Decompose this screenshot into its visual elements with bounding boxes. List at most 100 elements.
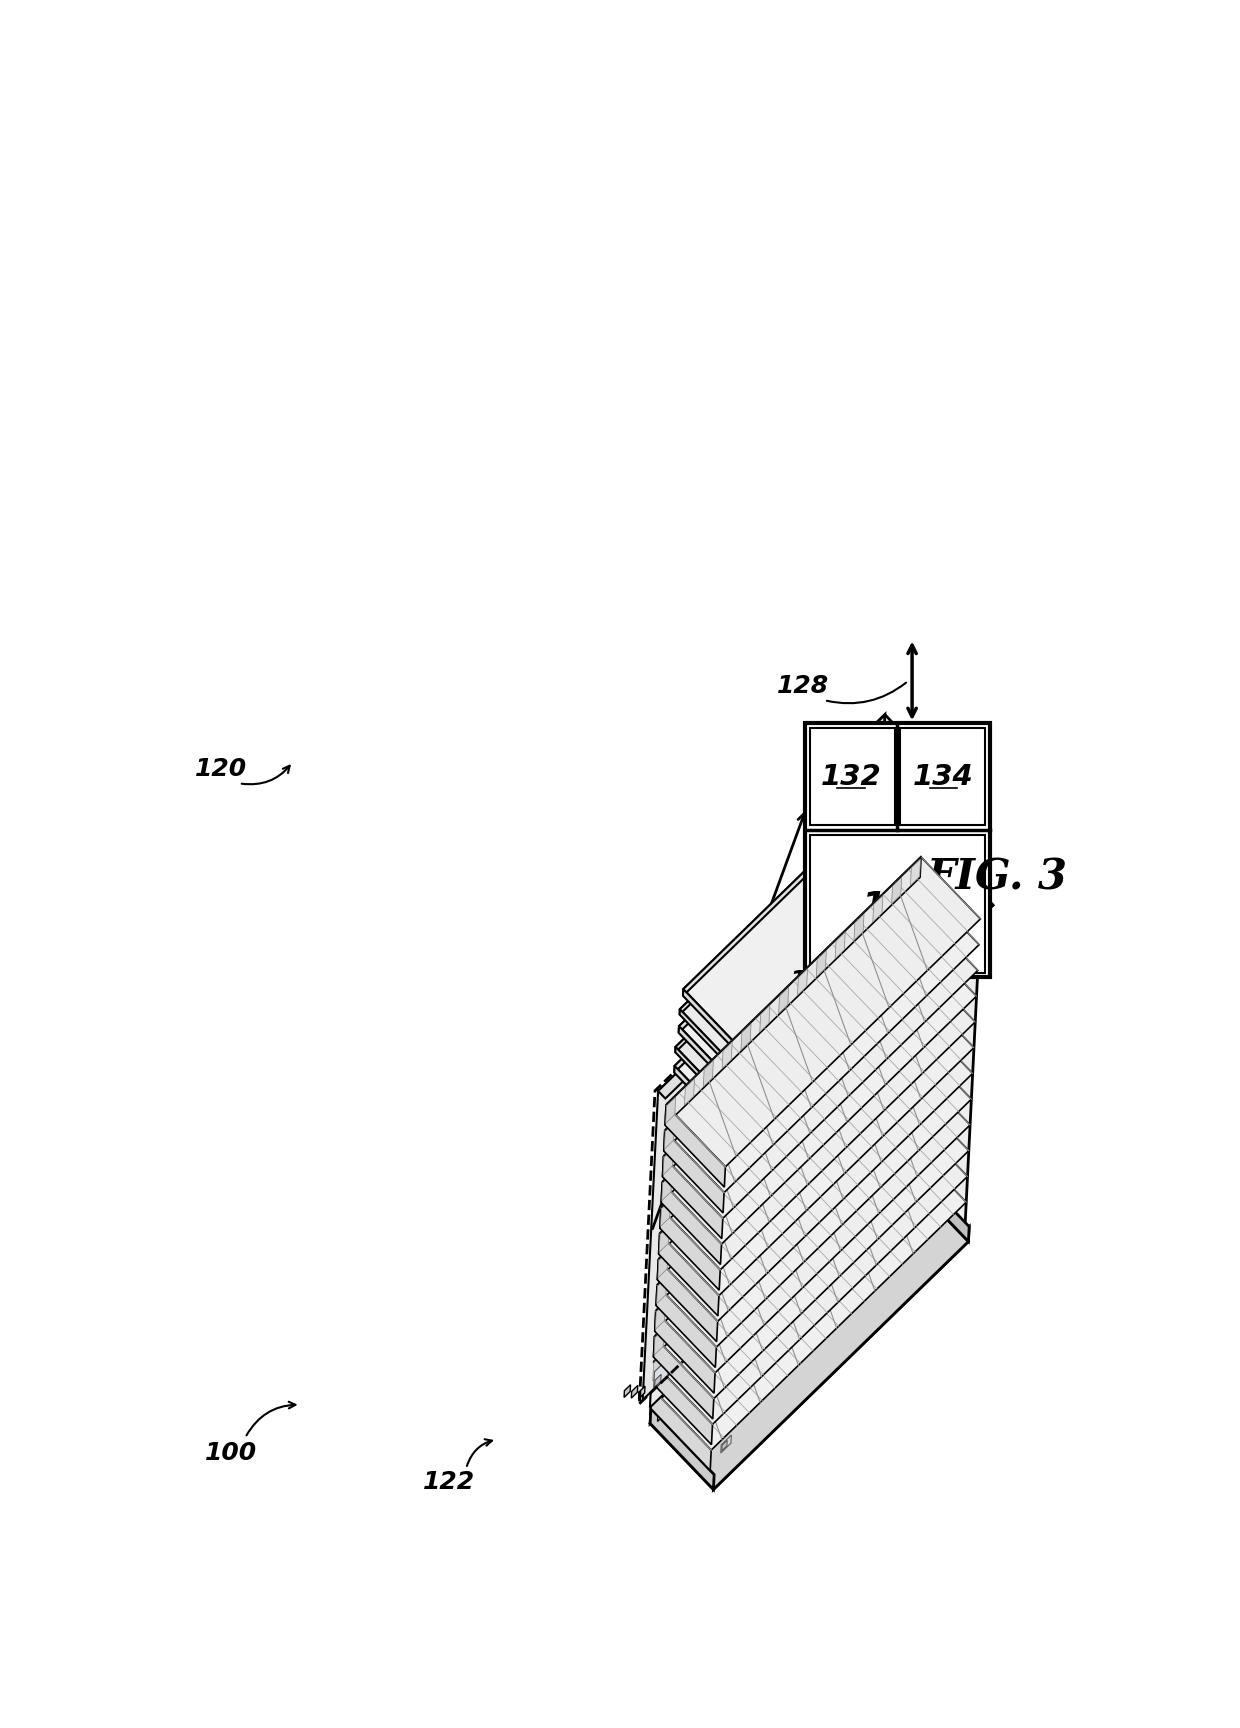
Polygon shape (653, 1115, 967, 1424)
Polygon shape (693, 1267, 703, 1293)
Polygon shape (797, 969, 807, 995)
Polygon shape (784, 1253, 794, 1279)
Polygon shape (661, 935, 918, 1203)
Polygon shape (660, 961, 916, 1229)
Polygon shape (897, 1142, 906, 1168)
Polygon shape (663, 907, 919, 1156)
Polygon shape (683, 753, 925, 995)
Polygon shape (742, 1391, 751, 1408)
Polygon shape (698, 1163, 708, 1191)
Polygon shape (658, 985, 915, 1255)
Polygon shape (714, 1225, 729, 1256)
Polygon shape (826, 1113, 836, 1139)
Polygon shape (662, 1173, 672, 1201)
Polygon shape (875, 873, 890, 904)
Polygon shape (713, 1227, 970, 1490)
Polygon shape (863, 1132, 868, 1142)
Polygon shape (816, 950, 826, 976)
Polygon shape (727, 893, 993, 1153)
Text: 120: 120 (195, 757, 247, 781)
Polygon shape (753, 1159, 763, 1187)
Polygon shape (653, 1089, 909, 1356)
Polygon shape (715, 1242, 722, 1255)
Polygon shape (828, 1061, 838, 1087)
Polygon shape (722, 1441, 727, 1452)
Polygon shape (683, 988, 739, 1054)
Polygon shape (898, 1116, 908, 1142)
Polygon shape (923, 807, 978, 871)
Polygon shape (776, 1039, 786, 1064)
Polygon shape (694, 1241, 704, 1267)
Polygon shape (661, 961, 975, 1270)
Polygon shape (924, 999, 929, 1009)
Polygon shape (717, 1146, 727, 1172)
Polygon shape (749, 1211, 760, 1237)
Polygon shape (663, 1149, 673, 1175)
Polygon shape (642, 843, 913, 1400)
Polygon shape (733, 1178, 743, 1204)
FancyArrowPatch shape (467, 1439, 492, 1465)
Polygon shape (791, 1097, 801, 1123)
Polygon shape (680, 788, 980, 1085)
Polygon shape (754, 1134, 764, 1161)
Polygon shape (683, 1104, 693, 1130)
Polygon shape (727, 888, 982, 1140)
Polygon shape (711, 1274, 720, 1299)
Polygon shape (691, 1318, 701, 1344)
Polygon shape (884, 1032, 894, 1058)
Polygon shape (662, 935, 977, 1244)
Polygon shape (713, 1222, 723, 1249)
Polygon shape (903, 1044, 909, 1054)
Polygon shape (680, 771, 925, 1014)
Polygon shape (889, 928, 899, 956)
Polygon shape (673, 1310, 683, 1337)
Polygon shape (729, 1256, 739, 1282)
Polygon shape (653, 1329, 665, 1355)
Polygon shape (775, 1064, 785, 1090)
Polygon shape (805, 1182, 815, 1208)
Polygon shape (672, 1336, 682, 1363)
Polygon shape (781, 1303, 792, 1320)
Polygon shape (676, 1047, 732, 1111)
Polygon shape (651, 1388, 712, 1471)
Polygon shape (833, 757, 841, 778)
Polygon shape (811, 814, 820, 840)
Polygon shape (843, 1175, 848, 1185)
Polygon shape (903, 1158, 920, 1185)
Polygon shape (858, 1178, 869, 1206)
Polygon shape (656, 1303, 666, 1329)
Polygon shape (883, 1058, 893, 1083)
Polygon shape (831, 1009, 841, 1035)
Bar (810, 727, 895, 826)
Polygon shape (665, 1123, 675, 1149)
Polygon shape (656, 1063, 970, 1372)
Polygon shape (660, 1225, 670, 1253)
Text: FIG. 3: FIG. 3 (926, 857, 1068, 899)
Polygon shape (663, 883, 920, 1151)
Polygon shape (676, 807, 978, 1106)
Polygon shape (775, 1094, 790, 1125)
Polygon shape (822, 1220, 828, 1230)
Polygon shape (839, 1198, 849, 1223)
Polygon shape (835, 961, 851, 992)
Polygon shape (877, 890, 883, 902)
Text: 100: 100 (205, 1441, 258, 1465)
Polygon shape (756, 1083, 766, 1109)
Polygon shape (822, 1215, 832, 1232)
Bar (805, 724, 990, 978)
FancyArrowPatch shape (827, 683, 906, 703)
Text: 128: 128 (777, 674, 830, 698)
Polygon shape (765, 1270, 775, 1296)
Polygon shape (631, 1386, 637, 1398)
Polygon shape (666, 1097, 676, 1123)
Polygon shape (857, 771, 864, 797)
Polygon shape (792, 1071, 802, 1099)
Polygon shape (879, 1135, 889, 1161)
Polygon shape (680, 1182, 689, 1208)
Polygon shape (921, 826, 978, 890)
Polygon shape (864, 1077, 874, 1102)
Polygon shape (639, 1386, 645, 1400)
Polygon shape (774, 1090, 784, 1116)
Polygon shape (657, 1277, 667, 1303)
Polygon shape (818, 715, 885, 793)
